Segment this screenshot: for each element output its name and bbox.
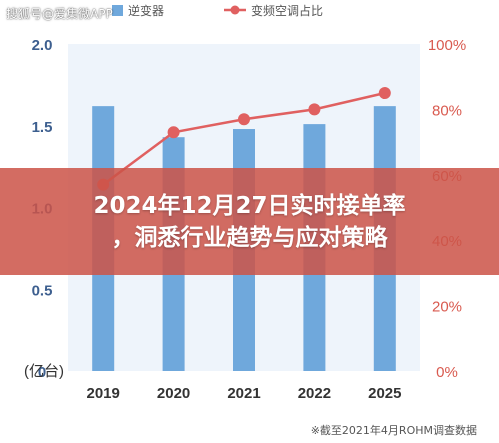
banner-title-line-2: ，洞悉行业趋势与应对策略 — [111, 224, 388, 251]
y-left-axis-label: (亿台) — [24, 363, 64, 380]
line-point-2022 — [308, 103, 321, 116]
x-tick-2021: 2021 — [227, 385, 260, 402]
banner-title-line-1: 2024年12月27日实时接单率 — [93, 192, 406, 219]
y-left-tick: 0.5 — [32, 282, 53, 299]
legend: 逆变器 变频空调占比 — [112, 3, 323, 18]
y-left-tick: 1.5 — [32, 119, 53, 136]
title-banner: 2024年12月27日实时接单率 ，洞悉行业趋势与应对策略 — [0, 168, 499, 275]
source-note: ※截至2021年4月ROHM调查数据 — [310, 424, 477, 437]
x-tick-2019: 2019 — [87, 385, 120, 402]
x-tick-2025: 2025 — [368, 385, 401, 402]
x-tick-2022: 2022 — [298, 385, 331, 402]
line-point-2025 — [378, 87, 391, 100]
legend-swatch-bar — [112, 5, 123, 16]
y-left-tick: 2.0 — [32, 37, 53, 54]
y-right-tick: 0% — [436, 364, 458, 381]
y-right-tick: 20% — [432, 299, 462, 316]
y-left-tick: 0 — [38, 364, 46, 381]
watermark: 搜狐号@爱集微APP — [6, 7, 113, 21]
line-point-2020 — [167, 126, 180, 139]
legend-label-line: 变频空调占比 — [251, 3, 323, 18]
line-point-2021 — [238, 113, 250, 126]
legend-swatch-marker — [230, 5, 240, 15]
y-right-tick: 100% — [428, 37, 466, 54]
legend-label-bar: 逆变器 — [128, 3, 164, 18]
x-tick-2020: 2020 — [157, 385, 190, 402]
y-right-tick: 80% — [432, 102, 462, 119]
